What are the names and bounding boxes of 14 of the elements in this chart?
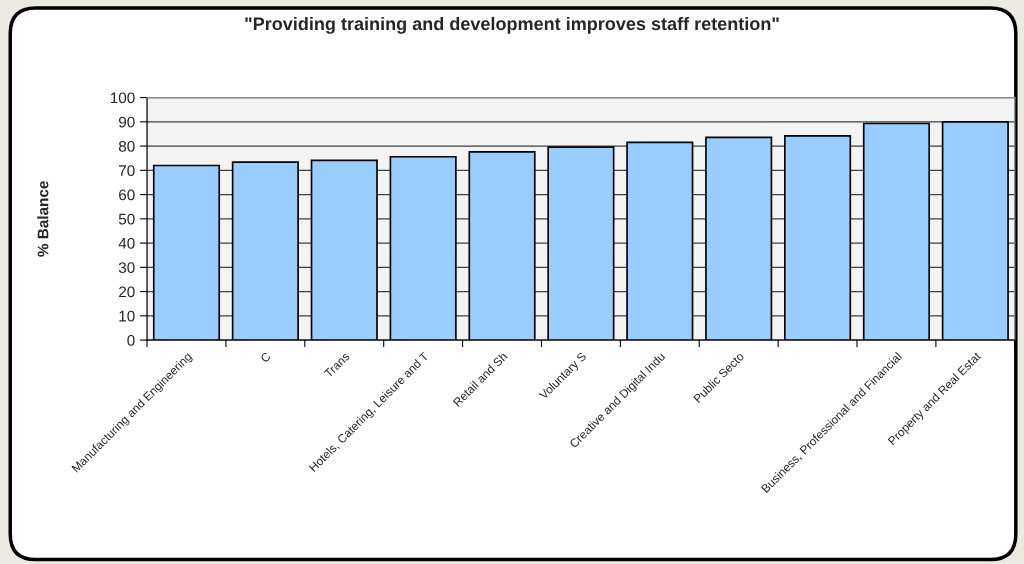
- y-tick-label: 60: [119, 189, 135, 201]
- chart-title: "Providing training and development improves staff retention": [245, 16, 779, 34]
- y-tick-label: 70: [119, 165, 135, 177]
- y-tick-label: 90: [118, 116, 135, 128]
- y-tick-label: 80: [118, 140, 135, 152]
- y-tick-label: 0: [127, 334, 135, 346]
- x-tick-label: C: [259, 351, 272, 363]
- y-axis-title: % Balance: [37, 181, 49, 257]
- y-tick-label: 30: [118, 262, 135, 274]
- y-tick-label: 50: [118, 213, 135, 225]
- y-tick-label: 20: [119, 286, 135, 298]
- y-tick-label: 100: [110, 92, 135, 104]
- y-tick-label: 40: [118, 237, 135, 249]
- y-tick-label: 10: [119, 310, 135, 322]
